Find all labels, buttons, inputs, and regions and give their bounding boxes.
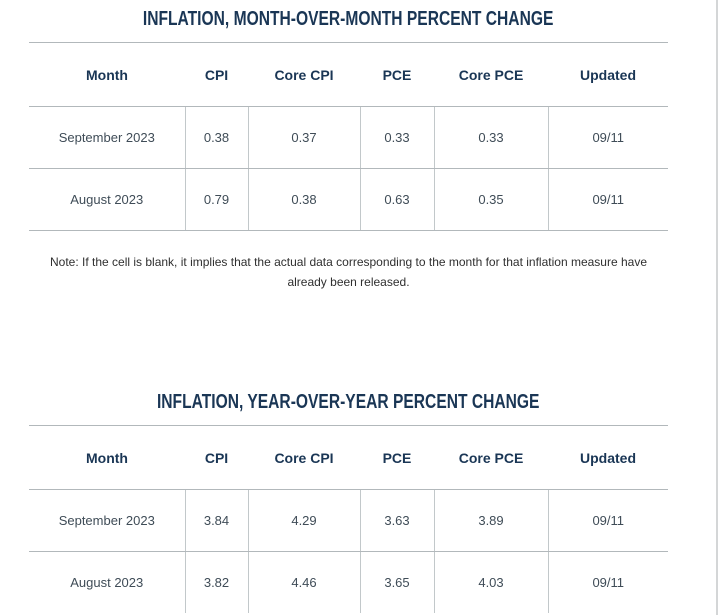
cell-core-pce: 0.33 bbox=[433, 106, 548, 169]
mom-table-section: INFLATION, MONTH-OVER-MONTH PERCENT CHAN… bbox=[29, 6, 668, 231]
column-header-updated: Updated bbox=[548, 42, 668, 107]
cell-core-cpi: 0.37 bbox=[247, 106, 360, 169]
cell-updated: 09/11 bbox=[547, 489, 668, 552]
column-header-core-pce: Core PCE bbox=[434, 42, 548, 107]
cell-pce: 0.33 bbox=[359, 106, 434, 169]
column-header-core-cpi: Core CPI bbox=[248, 425, 360, 490]
table-row: September 2023 3.84 4.29 3.63 3.89 09/11 bbox=[29, 489, 668, 552]
yoy-table-title: INFLATION, YEAR-OVER-YEAR PERCENT CHANGE bbox=[29, 389, 668, 425]
cell-pce: 3.65 bbox=[359, 551, 434, 613]
cell-updated: 09/11 bbox=[547, 106, 668, 169]
cell-cpi: 3.84 bbox=[184, 489, 248, 552]
page-right-edge-divider bbox=[716, 0, 718, 615]
cell-cpi: 3.82 bbox=[184, 551, 248, 613]
table-row: September 2023 0.38 0.37 0.33 0.33 09/11 bbox=[29, 106, 668, 169]
cell-core-pce: 0.35 bbox=[433, 168, 548, 231]
cell-cpi: 0.38 bbox=[184, 106, 248, 169]
table-note: Note: If the cell is blank, it implies t… bbox=[29, 252, 668, 292]
cell-core-cpi: 0.38 bbox=[247, 168, 360, 231]
column-header-cpi: CPI bbox=[185, 425, 248, 490]
yoy-header-row: Month CPI Core CPI PCE Core PCE Updated bbox=[29, 425, 668, 490]
cell-month: August 2023 bbox=[29, 168, 185, 231]
cell-core-pce: 4.03 bbox=[433, 551, 548, 613]
mom-table: Month CPI Core CPI PCE Core PCE Updated … bbox=[29, 42, 668, 231]
cell-core-pce: 3.89 bbox=[433, 489, 548, 552]
cell-cpi: 0.79 bbox=[184, 168, 248, 231]
mom-table-title-text: INFLATION, MONTH-OVER-MONTH PERCENT CHAN… bbox=[143, 8, 554, 30]
column-header-pce: PCE bbox=[360, 42, 434, 107]
mom-table-title: INFLATION, MONTH-OVER-MONTH PERCENT CHAN… bbox=[29, 6, 668, 42]
yoy-table-title-text: INFLATION, YEAR-OVER-YEAR PERCENT CHANGE bbox=[157, 391, 540, 413]
yoy-table: Month CPI Core CPI PCE Core PCE Updated … bbox=[29, 425, 668, 613]
cell-month: September 2023 bbox=[29, 106, 185, 169]
cell-month: August 2023 bbox=[70, 575, 144, 590]
yoy-table-section: INFLATION, YEAR-OVER-YEAR PERCENT CHANGE… bbox=[29, 389, 668, 613]
column-header-month: Month bbox=[29, 42, 185, 107]
column-header-pce: PCE bbox=[360, 425, 434, 490]
cell-month: September 2023 bbox=[29, 489, 185, 552]
cell-core-cpi: 4.29 bbox=[247, 489, 360, 552]
column-header-core-pce: Core PCE bbox=[434, 425, 548, 490]
table-row: August 2023 3.82 4.46 3.65 4.03 09/11 bbox=[29, 551, 668, 613]
table-row: August 2023 0.79 0.38 0.63 0.35 09/11 bbox=[29, 168, 668, 231]
column-header-cpi: CPI bbox=[185, 42, 248, 107]
column-header-updated: Updated bbox=[548, 425, 668, 490]
cell-updated: 09/11 bbox=[547, 168, 668, 231]
cell-core-cpi: 4.46 bbox=[247, 551, 360, 613]
column-header-month: Month bbox=[29, 425, 185, 490]
cell-pce: 3.63 bbox=[359, 489, 434, 552]
table-note-text: Note: If the cell is blank, it implies t… bbox=[50, 255, 647, 289]
mom-header-row: Month CPI Core CPI PCE Core PCE Updated bbox=[29, 42, 668, 107]
cell-pce: 0.63 bbox=[359, 168, 434, 231]
column-header-core-cpi: Core CPI bbox=[248, 42, 360, 107]
cell-updated: 09/11 bbox=[547, 551, 668, 613]
